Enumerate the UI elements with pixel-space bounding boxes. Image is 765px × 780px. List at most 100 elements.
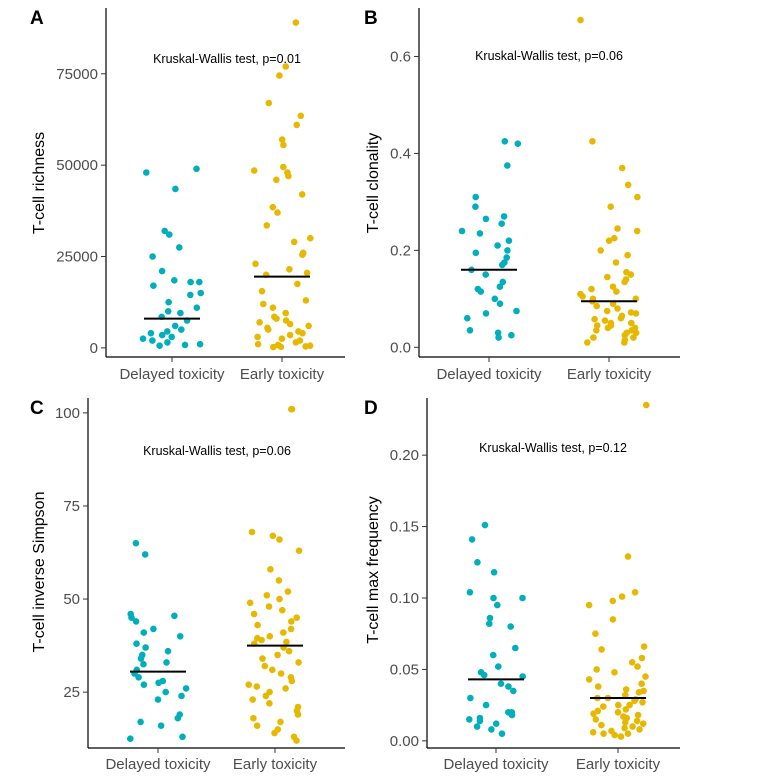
data-point [500, 213, 508, 220]
data-point [258, 287, 266, 295]
data-point [618, 593, 626, 600]
data-point [149, 337, 156, 344]
data-point [617, 314, 625, 322]
data-point [508, 711, 516, 719]
panel-letter-d: D [364, 398, 378, 419]
data-point [275, 577, 283, 584]
data-point [127, 735, 134, 742]
data-point [277, 670, 285, 677]
data-point [164, 308, 172, 315]
data-point [627, 309, 635, 316]
data-point [621, 331, 629, 339]
data-point [176, 244, 183, 251]
data-point [293, 737, 300, 744]
data-point [294, 280, 301, 288]
data-point [495, 663, 502, 670]
data-point [633, 227, 641, 235]
data-point [639, 720, 647, 727]
data-point [466, 327, 474, 334]
y-tick-label: 0 [90, 340, 98, 357]
data-point [624, 553, 632, 560]
data-point [624, 730, 632, 737]
data-point [604, 273, 611, 281]
data-point [265, 603, 273, 610]
data-point [156, 342, 163, 350]
x-tick-label-delayed-b: Delayed toxicity [436, 366, 542, 383]
data-point [293, 121, 301, 129]
panel-letter-c: C [30, 398, 44, 419]
data-point [286, 331, 294, 339]
data-point [501, 138, 509, 145]
data-point [466, 589, 474, 596]
data-point [631, 589, 639, 596]
data-point [633, 717, 641, 725]
y-tick-label: 0.20 [390, 447, 419, 464]
data-point [163, 659, 170, 666]
data-point [510, 687, 517, 695]
data-point [496, 283, 504, 291]
data-point [176, 633, 184, 640]
x-tick-label-early-d: Early toxicity [576, 756, 661, 773]
data-point [496, 300, 504, 308]
data-point [601, 317, 609, 324]
data-point [307, 234, 314, 242]
data-point [498, 261, 506, 269]
data-point [598, 646, 605, 653]
data-point [305, 322, 313, 330]
data-point [600, 703, 607, 710]
data-point [256, 319, 263, 326]
data-point [171, 612, 178, 620]
y-tick-label: 0.15 [390, 519, 419, 536]
data-point [196, 340, 204, 348]
data-point [621, 724, 628, 732]
data-point [287, 625, 295, 633]
kruskal-wallis-annotation-d: Kruskal-Wallis test, p=0.12 [479, 441, 627, 455]
data-point [288, 618, 295, 625]
data-point [614, 305, 621, 312]
data-point [288, 677, 296, 685]
data-point [477, 288, 485, 295]
data-point [262, 692, 270, 700]
data-point [514, 140, 522, 147]
data-point [274, 209, 281, 216]
data-point [302, 343, 309, 350]
data-point [253, 683, 261, 690]
data-point [164, 647, 172, 655]
data-point [618, 164, 626, 172]
data-point [157, 722, 165, 729]
data-point [303, 269, 311, 277]
y-tick-label: 25 [63, 684, 80, 701]
data-point [614, 225, 621, 232]
y-tick-label: 75000 [56, 66, 98, 83]
data-point [632, 310, 640, 317]
data-point [250, 610, 258, 618]
data-point [498, 730, 506, 737]
data-point [132, 539, 140, 547]
data-point [282, 63, 290, 70]
data-point [294, 711, 302, 718]
data-point [480, 671, 488, 679]
data-point [302, 297, 310, 304]
data-point [490, 594, 497, 602]
data-point [613, 288, 620, 295]
y-axis-title-a: T-cell richness [31, 132, 48, 234]
y-tick-label: 100 [55, 405, 80, 422]
data-point [585, 601, 593, 609]
data-point [263, 592, 271, 599]
data-point [284, 588, 292, 595]
data-point [269, 666, 276, 674]
data-point [250, 167, 258, 174]
data-point [290, 238, 298, 246]
data-point [611, 731, 618, 739]
data-point [497, 680, 505, 687]
data-point [276, 72, 283, 79]
data-point [258, 636, 265, 644]
x-tick-label-early-a: Early toxicity [240, 366, 325, 383]
data-point [472, 249, 480, 257]
data-point [252, 260, 259, 268]
data-point [147, 329, 155, 337]
data-point [519, 673, 526, 680]
y-tick-label: 50 [63, 591, 80, 608]
data-point [261, 662, 269, 670]
